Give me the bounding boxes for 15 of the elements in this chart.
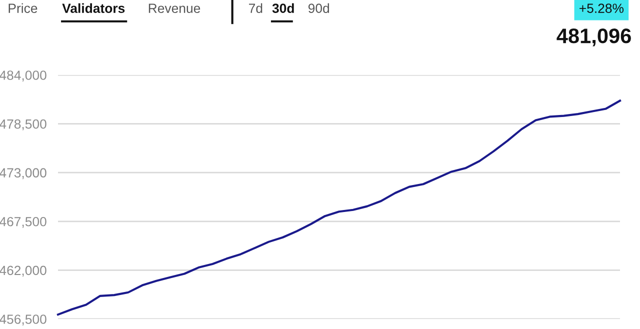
text: 7d — [248, 3, 262, 13]
y-tick-label: 462,000 — [0, 266, 46, 277]
text: 481,096 — [556, 28, 631, 46]
line-series — [56, 100, 622, 316]
y-tick-label: 478,500 — [0, 119, 46, 130]
text: Validators — [62, 3, 125, 13]
text: Revenue — [148, 4, 200, 13]
text: 30d — [272, 3, 294, 13]
y-tick-label: 473,000 — [0, 168, 46, 180]
text: 90d — [308, 3, 330, 13]
text: +5.28% — [580, 4, 624, 13]
y-tick-label: 484,000 — [0, 70, 46, 82]
y-tick-label: 467,500 — [0, 216, 46, 228]
y-tick-label: 456,500 — [0, 314, 46, 326]
text: Price — [8, 3, 38, 13]
